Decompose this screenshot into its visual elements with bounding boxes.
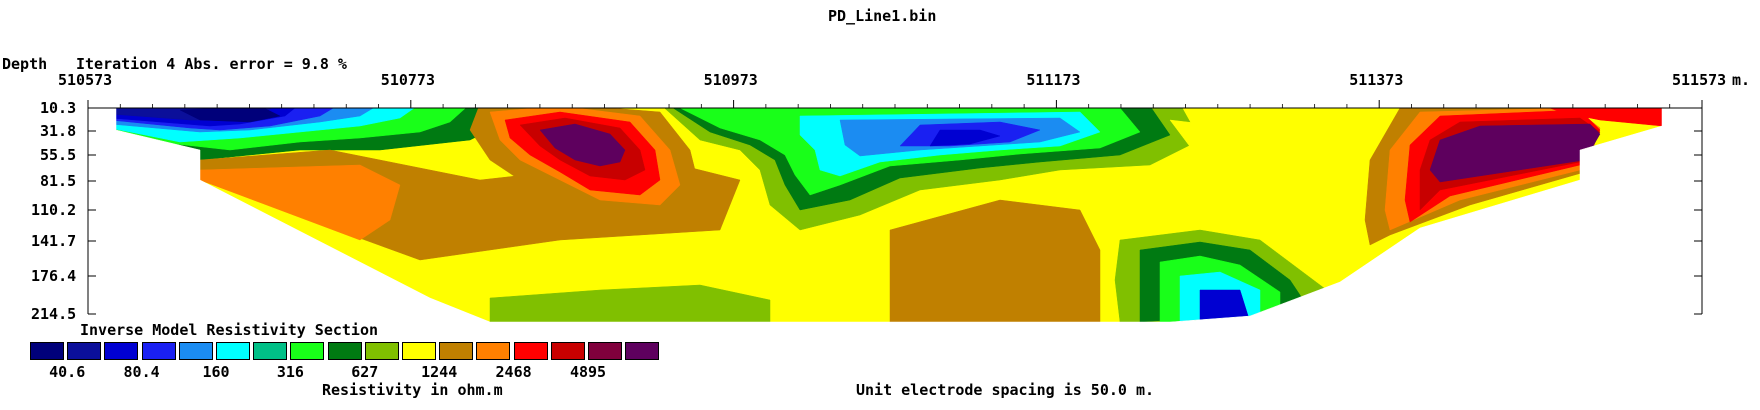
contour-region [929,129,1001,147]
contour-region [539,123,626,167]
contour-region [489,284,771,322]
colorbar-tick-label: 80.4 [123,363,160,381]
contour-region [889,199,1101,322]
electrode-spacing-text: Unit electrode spacing is 50.0 m. [856,381,1155,399]
colorbar-swatch [364,342,399,360]
colorbar-swatch [625,342,660,360]
colorbar-swatch [588,342,622,360]
colorbar-swatch [290,342,325,360]
colorbar-swatch [327,342,362,360]
contour-region [1169,119,1351,241]
x-tick-label: 510573 [58,71,113,89]
colorbar-tick-label: 627 [351,363,379,381]
colorbar-tick-label: 1244 [421,363,458,381]
depth-tick-label: 176.4 [31,267,77,285]
iteration-error-text: Iteration 4 Abs. error = 9.8 % [76,55,347,73]
section-fill [116,108,1662,322]
x-tick-label: 511173 [1026,71,1081,89]
colorbar-tick-label: 40.6 [49,363,86,381]
colorbar-swatch [67,342,102,360]
colorbar-swatch [402,342,436,360]
section-outline [115,107,1663,323]
colorbar-swatch [550,342,585,360]
colorbar-unit-label: Resistivity in ohm.m [322,381,503,399]
depth-tick-label: 110.2 [31,201,77,219]
contour-region [1199,289,1251,322]
depth-tick-label: 81.5 [40,172,77,190]
colorbar-tick-label: 2468 [495,363,532,381]
x-tick-label: 511373 [1349,71,1404,89]
contour-region [1429,123,1601,183]
contour-region [179,108,281,123]
colorbar-title: Inverse Model Resistivity Section [80,321,379,339]
colorbar-tick-label: 316 [276,363,304,381]
depth-tick-label: 55.5 [40,146,77,164]
colorbar-tick-label: 160 [202,363,230,381]
colorbar-swatch [216,342,250,360]
depth-tick-label: 31.8 [40,122,77,140]
depth-axis-label: Depth [2,55,48,73]
colorbar-swatch [141,342,176,360]
colorbar-swatch [476,342,511,360]
colorbar-tick-label: 4895 [569,363,607,381]
colorbar-swatch [513,342,548,360]
depth-tick-label: 10.3 [40,99,77,117]
colorbar-swatch [439,342,474,360]
contour-region [1539,108,1662,127]
colorbar-swatch [253,342,288,360]
x-tick-label: 510973 [703,71,758,89]
colorbar-swatch [104,342,139,360]
x-tick-label: 510773 [380,71,435,89]
x-tick-label: 511573 [1672,71,1727,89]
depth-tick-label: 214.5 [31,305,77,323]
x-axis-unit: m. [1732,71,1751,89]
colorbar-swatch [30,342,64,360]
depth-tick-label: 141.7 [31,232,77,250]
chart-title: PD_Line1.bin [828,7,937,25]
colorbar-swatch [178,342,213,360]
